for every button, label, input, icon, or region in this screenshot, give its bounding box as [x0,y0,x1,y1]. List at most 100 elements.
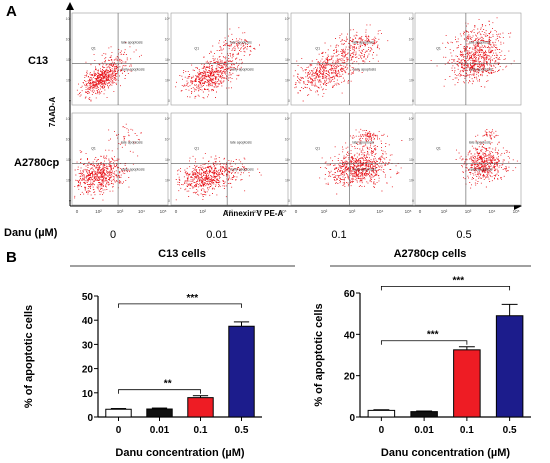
significance-label: *** [452,275,464,286]
y-tick-label: 10² [409,179,415,183]
significance-label: ** [164,379,172,390]
y-tick-label: 0 [87,413,93,424]
y-tick-label: 0 [412,199,414,203]
x-tick-label: 0.5 [235,425,249,436]
panel-a-x-axis-label: Annexin V PE-A [223,209,284,218]
x-tick-label: 10⁵ [405,209,412,214]
quadrant-label-q1: Q1 [436,47,441,51]
y-tick-label: 10² [409,79,415,83]
panel-b-label: B [6,249,17,266]
bar-chart-0: C13 cells 0 10 20 30 40 50 % of apoptotic cells… [23,248,295,459]
quadrant-label-early: early apoptosis [469,68,493,72]
y-tick-label: 10³ [66,158,72,162]
quadrant-label-late: late apoptosis [469,140,491,144]
y-tick-label: 10⁴ [285,38,291,42]
y-tick-label: 10³ [285,58,291,62]
y-tick-label: 10² [66,79,72,83]
significance-bracket [380,285,511,291]
y-tick-label: 10³ [66,58,72,62]
x-tick-label: 10² [441,209,448,214]
bar-charts: C13 cells 0 10 20 30 40 50 % of apoptotic cells… [23,248,531,459]
x-tick-label: 0 [175,209,178,214]
flow-plot-c13-2: Q1 late apoptosis early apoptosis 0 10² 10³ 10… [285,12,414,106]
y-tick-label: 10³ [285,158,291,162]
event-dots [455,129,518,189]
y-tick-label: 0 [288,99,290,103]
x-tick-label: 0.01 [150,425,170,436]
x-tick-label: 0 [419,209,422,214]
y-tick-label: 10² [285,79,291,83]
plot-frame [170,12,289,106]
panel-a-y-arrow-icon [66,2,74,10]
bar-0.01 [410,411,438,418]
y-axis-label: % of apoptotic cells [313,303,325,406]
quadrant-label-late: late apoptosis [230,140,252,144]
bar-0 [367,409,396,418]
quadrant-label-early: early apoptosis [230,168,254,172]
bar-0.1 [453,349,481,418]
quadrant-label-early: early apoptosis [230,68,254,72]
x-tick-label: 10⁵ [280,209,287,214]
y-tick-label: 10 [82,389,94,400]
x-tick-label: 0.1 [194,425,208,436]
chart-title: A2780cp cells [394,248,467,260]
flow-plot-c13-3: Q1 late apoptosis early apoptosis 0 10² 10³ 10… [409,12,522,106]
quadrant-label-early: early apoptosis [469,168,493,172]
y-tick-label: 10³ [409,58,415,62]
y-tick-label: 10² [165,79,171,83]
y-tick-label: 10⁴ [409,38,415,42]
flow-plot-a2780cp-3: Q1 late apoptosis early apoptosis 0 10² 10³ 10… [409,112,522,214]
bar-chart-1: A2780cp cells 0 20 40 60 % of apoptotic cells… [313,248,531,459]
quadrant-label-late: late apoptosis [353,40,375,44]
quadrant-label-q1: Q1 [315,47,320,51]
y-tick-label: 10⁵ [409,117,415,121]
x-tick-label: 10³ [117,209,124,214]
dose-0-5: 0.5 [456,229,471,241]
plot-frame [71,112,169,206]
x-tick-label: 0 [76,209,79,214]
flow-cytometry-plots: Q1 late apoptosis early apoptosis 0 10² 10³ 10… [66,12,522,214]
x-tick-label: 10⁵ [513,209,520,214]
plot-frame [414,12,522,106]
quadrant-label-late: late apoptosis [353,140,375,144]
event-dots [175,153,262,201]
quadrant-label-q1: Q1 [91,147,96,151]
significance-bracket [380,340,468,345]
flow-plot-a2780cp-0: Q1 late apoptosis early apoptosis 0 10² 10³ 10… [66,112,169,214]
plot-frame [290,112,414,206]
y-tick-label: 10³ [409,158,415,162]
y-tick-label: 10⁴ [165,138,171,142]
y-tick-label: 0 [288,199,290,203]
panel-a-label: A [6,3,17,20]
event-dots [293,24,389,102]
y-axis-label: % of apoptotic cells [23,305,35,408]
flow-plot-c13-0: Q1 late apoptosis early apoptosis 0 10² 10³ 10… [66,12,169,106]
y-tick-label: 10⁵ [409,17,415,21]
x-tick-label: 10⁵ [160,209,167,214]
y-tick-label: 0 [69,99,71,103]
y-tick-label: 0 [412,99,414,103]
y-tick-label: 10⁴ [66,38,72,42]
y-tick-label: 10⁵ [165,17,171,21]
bar-0.5 [228,325,255,418]
y-tick-label: 10⁵ [66,117,72,121]
quadrant-label-late: late apoptosis [121,140,143,144]
plot-frame [170,112,289,206]
x-tick-label: 10² [321,209,328,214]
significance-bracket [118,303,242,308]
plot-frame [414,112,522,206]
x-tick-label: 10³ [226,209,233,214]
flow-plot-c13-1: Q1 late apoptosis early apoptosis 0 10² 10³ 10… [165,12,289,106]
x-axis-label: Danu concentration (µM) [381,447,511,459]
x-tick-label: 10³ [349,209,356,214]
x-tick-label: 0.01 [414,425,434,436]
x-tick-label: 0.1 [460,425,474,436]
x-tick-label: 0 [116,425,122,436]
x-tick-label: 10⁴ [138,209,145,214]
y-tick-label: 10⁴ [66,138,72,142]
y-tick-label: 10² [66,179,72,183]
flow-plot-a2780cp-2: Q1 late apoptosis early apoptosis 0 10² 10³ 10… [285,112,414,214]
event-dots [74,123,142,201]
x-tick-label: 10² [199,209,206,214]
quadrant-label-late: late apoptosis [121,40,143,44]
